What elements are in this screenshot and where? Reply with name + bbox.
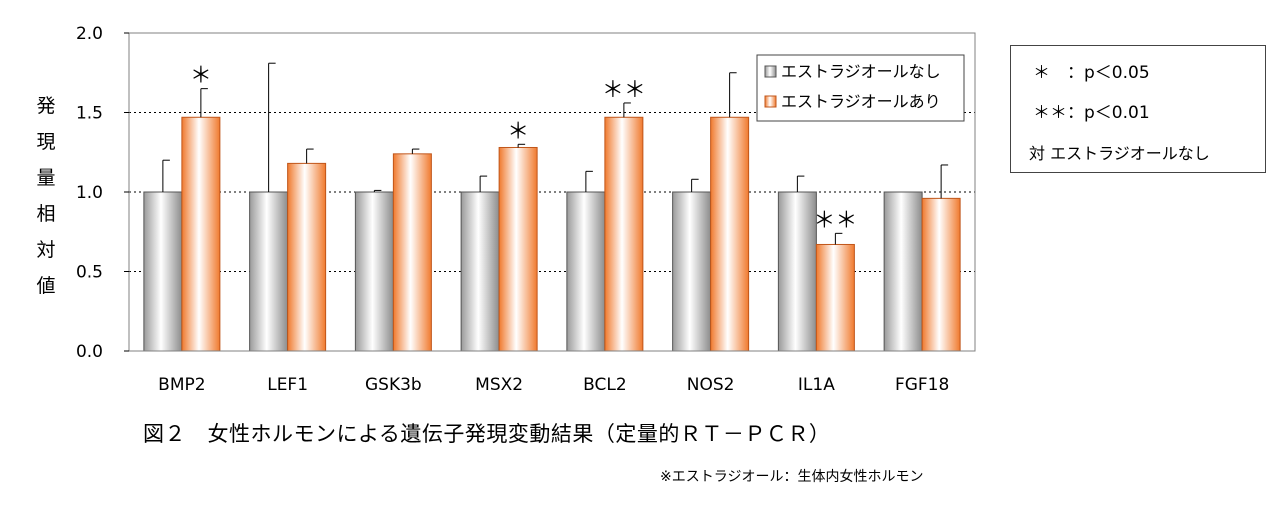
bar-BMP2-series-0 — [143, 191, 183, 352]
y-tick-label-4: 2.0 — [76, 24, 103, 44]
axes — [124, 32, 976, 352]
bar-NOS2-series-0 — [672, 191, 712, 352]
y-axis-label-char-0: 発 — [36, 95, 55, 117]
y-tick-label-1: 0.5 — [76, 263, 103, 283]
bar-BCL2-series-0 — [566, 191, 606, 352]
y-tick-label-3: 1.5 — [76, 104, 103, 124]
bar-IL1A-series-0 — [777, 191, 817, 352]
significance-legend-p005: ＊ ：p＜0.05 — [1033, 63, 1150, 83]
legend-swatch-0 — [764, 65, 777, 78]
y-axis-label-char-2: 量 — [36, 167, 55, 189]
significance-mark-MSX2: ＊ — [507, 119, 529, 144]
series-legend-box — [756, 54, 965, 122]
legend-swatch-1 — [764, 95, 777, 108]
significance-mark-BCL2: ＊＊ — [602, 78, 646, 103]
significance-legend-box: ＊ ：p＜0.05 ＊＊：p＜0.01 対 エストラジオールなし — [1010, 45, 1266, 173]
legend-label-1: エストラジオールあり — [781, 92, 941, 111]
bar-NOS2-series-1 — [710, 116, 750, 352]
y-axis-label-char-4: 対 — [36, 239, 55, 261]
significance-legend-p001: ＊＊：p＜0.01 — [1033, 103, 1150, 123]
figure-caption: 図２ 女性ホルモンによる遺伝子発現変動結果（定量的ＲＴ－ＰＣＲ） — [143, 422, 831, 446]
bar-MSX2-series-0 — [460, 191, 500, 352]
y-tick-label-0: 0.0 — [76, 342, 103, 362]
x-tick-label-BMP2: BMP2 — [158, 375, 205, 395]
significance-legend-reference: 対 エストラジオールなし — [1029, 144, 1210, 163]
bar-LEF1-series-0 — [249, 191, 289, 352]
bar-MSX2-series-1 — [498, 146, 538, 352]
bar-GSK3b-series-1 — [392, 153, 432, 352]
x-tick-label-BCL2: BCL2 — [583, 375, 627, 395]
bar-IL1A-series-1 — [815, 243, 855, 352]
x-tick-label-IL1A: IL1A — [798, 375, 835, 395]
y-axis-label-char-5: 値 — [36, 275, 55, 297]
legend-label-0: エストラジオールなし — [781, 62, 941, 81]
significance-mark-BMP2: ＊ — [190, 64, 212, 89]
y-axis-label-char-3: 相 — [36, 203, 55, 225]
y-axis-label-char-1: 現 — [36, 131, 55, 153]
bar-GSK3b-series-0 — [354, 191, 394, 352]
bar-BMP2-series-1 — [181, 116, 221, 352]
bar-FGF18-series-1 — [921, 197, 961, 352]
bar-FGF18-series-0 — [883, 191, 923, 352]
footnote: ※エストラジオール：生体内女性ホルモン — [660, 469, 924, 485]
y-tick-label-2: 1.0 — [76, 183, 103, 203]
bar-BCL2-series-1 — [604, 116, 644, 352]
significance-mark-IL1A: ＊＊ — [813, 208, 857, 233]
x-tick-label-LEF1: LEF1 — [267, 375, 308, 395]
x-tick-label-NOS2: NOS2 — [687, 375, 735, 395]
bar-LEF1-series-1 — [287, 162, 327, 352]
x-tick-label-GSK3b: GSK3b — [365, 375, 422, 395]
x-tick-label-MSX2: MSX2 — [475, 375, 523, 395]
x-tick-label-FGF18: FGF18 — [895, 375, 949, 395]
